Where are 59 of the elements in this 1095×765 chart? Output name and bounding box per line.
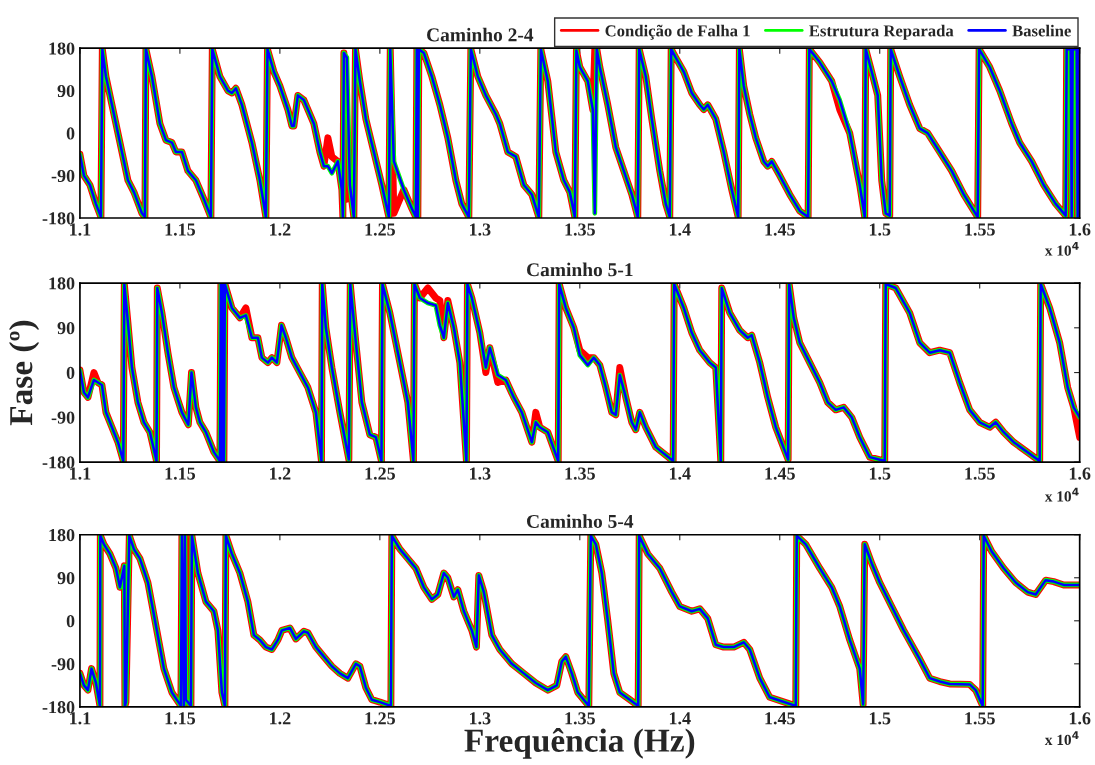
legend-label: Baseline [1012, 24, 1071, 37]
x-tick-label: 1.15 [165, 467, 196, 480]
x-tick-label: 1.2 [270, 712, 291, 725]
text: x 10$^{4}$ [1044, 241, 1079, 256]
x-tick-label: 1.25 [365, 712, 395, 725]
x-tick-label: 1.55 [965, 712, 995, 725]
x-tick-label: 1.2 [270, 223, 291, 236]
x-tick-label: 1.4 [669, 712, 691, 725]
x-tick-label: 1.35 [565, 712, 595, 725]
x-tick-label: 1.55 [965, 223, 995, 236]
x-tick-label: 1.2 [270, 467, 291, 480]
x-tick-label: 1.55 [965, 467, 995, 480]
x-tick-label: 1.3 [469, 467, 491, 480]
x-tick-label: 1.15 [165, 712, 196, 725]
y-axis-title: Fase (º) [8, 320, 40, 426]
x-tick-label: 1.1 [70, 712, 91, 725]
x-tick-label: 1.5 [869, 223, 891, 236]
x-tick-label: 1.5 [869, 467, 891, 480]
chart-title: Caminho 5-1 [527, 262, 633, 277]
text: x 10$^{4}$ [1044, 731, 1079, 746]
x-tick-label: 1.3 [469, 223, 491, 236]
y-tick-label: 180 [49, 42, 75, 55]
x-tick-label: 1.1 [70, 467, 91, 480]
y-tick-label: -90 [51, 658, 75, 671]
x-tick-label: 1.3 [469, 712, 491, 725]
y-tick-label: 180 [49, 528, 75, 542]
y-tick-label: 180 [49, 277, 75, 290]
x-tick-label: 1.5 [869, 712, 891, 725]
y-tick-label: 0 [66, 127, 75, 140]
x-tick-label: 1.1 [70, 223, 91, 236]
x-tick-label: 1.15 [165, 223, 196, 236]
x-tick-label: 1.4 [669, 223, 691, 236]
x-tick-label: 1.35 [565, 223, 595, 236]
x-tick-label: 1.45 [765, 467, 795, 480]
x-tick-label: 1.6 [1069, 712, 1091, 725]
y-tick-label: -90 [51, 411, 75, 424]
legend-label: Condição de Falha 1 [605, 24, 750, 40]
x-tick-label: 1.45 [765, 223, 795, 236]
y-tick-label: 90 [57, 572, 75, 585]
text: x 10$^{4}$ [1044, 487, 1079, 502]
x-tick-label: 1.35 [565, 467, 595, 480]
x-axis-title: Frequência (Hz) [464, 728, 695, 759]
y-tick-label: -180 [42, 456, 75, 469]
x-tick-label: 1.25 [365, 467, 395, 480]
y-tick-label: 90 [57, 84, 75, 98]
x-tick-label: 1.4 [669, 467, 691, 480]
y-tick-label: 90 [57, 322, 75, 335]
y-tick-label: -180 [42, 212, 75, 225]
y-tick-label: -90 [51, 169, 75, 183]
chart-title: Caminho 2-4 [427, 27, 534, 42]
x-tick-label: 1.6 [1069, 223, 1091, 236]
chart-title: Caminho 5-4 [527, 514, 634, 528]
x-tick-label: 1.25 [365, 223, 395, 236]
x-tick-label: 1.6 [1069, 467, 1091, 480]
y-tick-label: 0 [66, 615, 75, 628]
legend-label: Estrutura Reparada [809, 24, 954, 40]
y-tick-label: -180 [42, 701, 75, 714]
x-tick-label: 1.45 [765, 712, 795, 725]
y-tick-label: 0 [66, 366, 75, 379]
